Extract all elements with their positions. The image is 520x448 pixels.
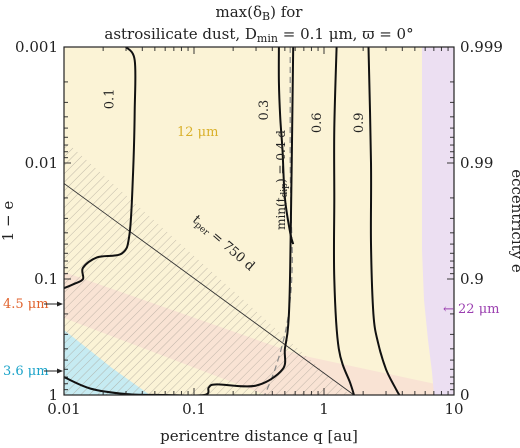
y-tick-label-right: 0.9 (460, 270, 484, 288)
contour-label-0: 0.1 (102, 89, 117, 110)
y-tick-label-left: 1 (48, 386, 58, 404)
axis-ticks: 0.01 0.1 1 10 0.001 0.01 0.1 1 0.999 0.99 0.9 0 (15, 38, 503, 418)
hatched-region (64, 140, 350, 395)
y-tick-label-right: 0 (460, 386, 470, 404)
contour-lines (64, 47, 401, 395)
y-tick-label-right: 0.999 (460, 38, 503, 56)
plot-frame (63, 46, 455, 396)
contour-line-2 (277, 47, 295, 245)
y-tick-label-left: 0.1 (34, 270, 58, 288)
label-4-5um: 4.5 μm (3, 297, 49, 312)
period-line (64, 183, 355, 395)
contour-labels: 0.1 0.3 0.6 0.9 (102, 89, 367, 134)
contour-label-2: 0.3 (257, 100, 272, 121)
band-22um (422, 47, 454, 395)
x-tick-label: 1 (319, 400, 329, 418)
contour-line-4 (367, 47, 401, 395)
x-axis-label: pericentre distance q [au] (160, 427, 358, 445)
dashed-curve-label: min(tdip) = 0.4 d (274, 130, 290, 230)
x-tick-label: 10 (444, 400, 463, 418)
label-3-6um: 3.6 μm (3, 364, 49, 379)
contour-label-4: 0.9 (352, 112, 367, 133)
chart-title-line1: max(δB) for (216, 3, 304, 23)
y-tick-label-right: 0.99 (460, 154, 493, 172)
dashed-curve (264, 47, 293, 395)
plot-regions (64, 47, 454, 395)
x-tick-label: 0.1 (182, 400, 206, 418)
x-tick-label: 0.01 (47, 400, 80, 418)
chart-title-line2: astrosilicate dust, Dmin = 0.1 μm, ϖ = 0… (104, 25, 413, 45)
arrowhead-3-6um (57, 368, 63, 374)
y-axis-label-left: 1 − e (0, 201, 17, 242)
contour-line-1 (64, 47, 295, 395)
y-tick-label-left: 0.01 (25, 154, 58, 172)
arrowhead-4-5um (57, 301, 63, 307)
contour-line-0 (64, 47, 137, 290)
contour-line-3 (332, 47, 355, 395)
label-12um: 12 μm (177, 125, 218, 140)
contour-label-3: 0.6 (310, 112, 325, 133)
y-axis-label-right: eccentricity e (508, 169, 520, 273)
y-tick-label-left: 0.001 (15, 38, 58, 56)
label-22um: ← 22 μm (443, 302, 499, 317)
